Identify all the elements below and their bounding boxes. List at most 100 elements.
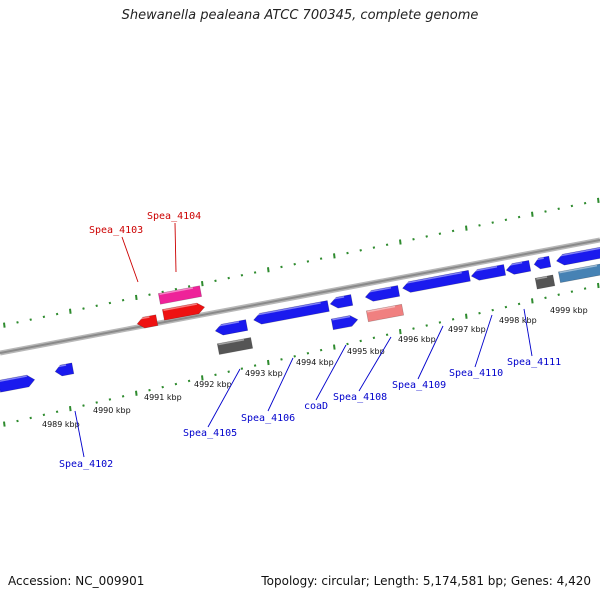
outer-minor-tick (412, 237, 415, 241)
outer-minor-tick (478, 224, 481, 227)
outer-minor-tick (174, 287, 178, 291)
inner-minor-tick (504, 305, 508, 309)
gene-spea-4103-arrow-shape (136, 314, 159, 329)
gene-label-coad: coaD (304, 401, 328, 412)
gene-h-arrow-shape (533, 255, 552, 270)
tick-label-4989-kbp: 4989 kbp (42, 420, 80, 429)
inner-minor-tick (55, 410, 59, 414)
inner-minor-tick (438, 321, 442, 324)
backbone-core (0, 239, 600, 354)
gene-d-arrow-highlight (365, 286, 392, 294)
leader-line-spea_4103 (121, 236, 139, 283)
inner-minor-tick (29, 416, 32, 420)
inner-major-tick (3, 421, 6, 427)
inner-major-tick (531, 298, 534, 304)
gene-b-arrow (253, 300, 330, 325)
outer-minor-tick (504, 218, 508, 222)
gene-coad-arrow-shape (330, 315, 359, 331)
outer-minor-tick (557, 207, 560, 211)
inner-minor-tick (280, 358, 283, 361)
gene-spea-4104a-arrow (161, 302, 206, 321)
gene-label-spea_4104: Spea_4104 (147, 211, 201, 222)
outer-minor-tick (517, 215, 521, 219)
gene-d-arrow-shape (364, 285, 401, 302)
gene-j-arrow-highlight (559, 264, 598, 274)
outer-minor-tick (425, 235, 428, 238)
gene-features (0, 245, 600, 393)
inner-minor-tick (214, 373, 217, 377)
outer-minor-tick (293, 262, 296, 266)
outer-minor-tick (29, 318, 32, 321)
outer-major-tick (3, 322, 6, 328)
outer-minor-tick (16, 321, 19, 324)
gene-b-arrow-shape (253, 300, 330, 325)
outer-major-tick (69, 308, 72, 314)
gene-label-spea_4111: Spea_4111 (507, 357, 561, 368)
inner-minor-tick (293, 355, 296, 358)
outer-minor-tick (240, 273, 244, 277)
gene-h-arrow (533, 255, 552, 270)
inner-minor-tick (108, 398, 112, 401)
outer-minor-tick (372, 246, 376, 249)
tick-label-4999-kbp: 4999 kbp (550, 306, 588, 315)
inner-minor-tick (227, 370, 230, 373)
outer-major-tick (465, 225, 468, 231)
inner-minor-tick (451, 318, 455, 321)
gene-label-spea_4110: Spea_4110 (449, 368, 503, 379)
gene-label-spea_4109: Spea_4109 (392, 380, 446, 391)
gene-i-arrow (555, 245, 600, 266)
genome-info: Topology: circular; Length: 5,174,581 bp… (261, 574, 591, 588)
outer-minor-tick (306, 260, 310, 263)
inner-minor-tick (557, 293, 560, 296)
leader-line-spea_4111 (523, 308, 533, 357)
inner-minor-tick (187, 379, 191, 383)
gene-spea-4102-arrow-shape (54, 362, 75, 377)
inner-minor-tick (253, 364, 257, 367)
gene-f-arrow-shape (470, 264, 507, 281)
gene-e-arrow-shape (402, 269, 471, 293)
tick-label-4992-kbp: 4992 kbp (194, 380, 232, 389)
tick-label-4993-kbp: 4993 kbp (245, 369, 283, 378)
inner-minor-tick (544, 296, 547, 300)
leader-line-spea_4102 (74, 410, 85, 458)
inner-minor-tick (319, 348, 323, 352)
inner-major-tick (267, 359, 270, 366)
inner-minor-tick (95, 401, 98, 404)
inner-major-tick (597, 282, 600, 289)
outer-major-tick (267, 267, 270, 273)
outer-major-tick (201, 280, 204, 287)
gene-spea-4102-arrow (54, 362, 75, 377)
gene-spea-4105-arrow-shape (216, 337, 254, 355)
gene-f-arrow (470, 264, 507, 281)
outer-minor-tick (253, 271, 257, 274)
gene-spea-4103-arrow (136, 314, 159, 329)
gene-label-spea_4108: Spea_4108 (333, 392, 387, 403)
tick-labels: 4989 kbp 4990 kbp 4991 kbp 4992 kbp 4993 kbp… (42, 306, 588, 429)
gene-e-arrow (402, 269, 471, 293)
gene-spea-4102a-arrow (0, 374, 36, 393)
outer-minor-tick (570, 204, 574, 208)
gene-spea-4104a-arrow-shape (161, 302, 206, 321)
outer-tick-track (3, 197, 600, 328)
outer-minor-tick (121, 298, 125, 302)
outer-minor-tick (95, 304, 98, 308)
gene-spea-4108-arrow (365, 303, 405, 323)
gene-spea-4111-arrow-shape (534, 274, 556, 290)
outer-minor-tick (491, 221, 494, 224)
map-title: Shewanella pealeana ATCC 700345, complet… (121, 8, 479, 23)
gene-label-spea_4103: Spea_4103 (89, 225, 143, 236)
inner-minor-tick (385, 333, 389, 337)
leader-line-spea_4110 (474, 314, 493, 368)
inner-major-tick (201, 375, 204, 381)
leader-line-spea_4108 (358, 336, 392, 392)
outer-minor-tick (227, 276, 230, 280)
gene-a-arrow-shape (214, 319, 249, 336)
gene-c-arrow-shape (329, 294, 354, 309)
gene-spea-4102-arrow-highlight (55, 364, 67, 368)
inner-minor-tick (478, 311, 481, 315)
gene-d-arrow (364, 285, 401, 302)
gene-spea-4105-arrow (216, 337, 254, 355)
gene-spea-4104a-arrow-highlight (163, 303, 198, 312)
gene-spea-4103-arrow-highlight (137, 316, 150, 320)
